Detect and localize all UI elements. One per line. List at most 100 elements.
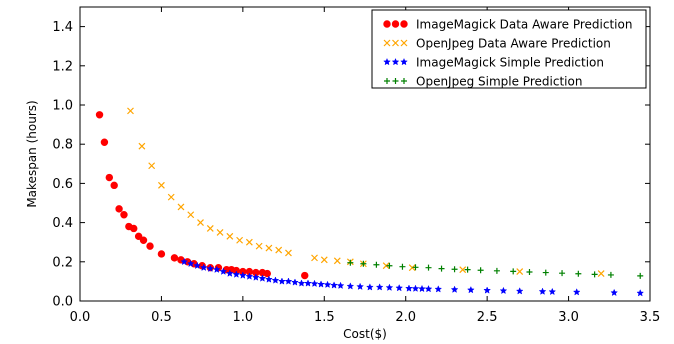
imagemagick-simple-prediction-point-3 [199,263,208,271]
legend-marker-openjpeg-simple-prediction-point-0 [384,78,390,84]
x-tick-label: 2.0 [395,310,416,325]
openjpeg-simple-prediction-point-5 [412,264,419,271]
imagemagick-data-aware-prediction-point-27 [301,271,309,280]
openjpeg-simple-prediction-point-13 [526,268,533,275]
imagemagick-simple-prediction-point-19 [304,279,312,287]
imagemagick-simple-prediction-point-0 [180,257,189,266]
legend-marker-imagemagick-data-aware-prediction-point-1 [391,20,400,28]
imagemagick-simple-prediction-point-2 [193,261,202,270]
plot-frame [79,6,651,302]
imagemagick-data-aware-prediction-point-10 [146,242,154,250]
imagemagick-simple-prediction-point-27 [366,283,374,291]
imagemagick-data-aware-prediction-point-8 [134,232,143,241]
imagemagick-data-aware-prediction-point-9 [139,236,148,244]
legend-item-openjpeg-data-aware-prediction: OpenJpeg Data Aware Prediction [383,37,611,51]
legend-marker-imagemagick-data-aware-prediction-point-0 [383,20,391,28]
imagemagick-data-aware-prediction-point-26 [263,269,271,278]
imagemagick-simple-prediction-point-12 [258,274,267,282]
openjpeg-data-aware-prediction-point-3 [158,181,165,189]
imagemagick-data-aware-prediction-point-3 [110,181,118,190]
openjpeg-simple-prediction-point-17 [591,271,598,278]
series-imagemagick-simple-prediction [180,257,645,297]
legend-box [371,9,647,89]
openjpeg-simple-prediction-point-7 [438,265,445,272]
legend-marker-imagemagick-simple-prediction-point-0 [383,57,391,66]
x-tick-label: 3.0 [558,310,579,325]
legend-marker-openjpeg-data-aware-prediction-point-1 [392,39,399,47]
x-tick-label: 2.5 [477,310,498,325]
imagemagick-data-aware-prediction-point-7 [130,224,138,233]
imagemagick-simple-prediction-point-44 [610,288,619,297]
imagemagick-simple-prediction-point-14 [271,276,280,284]
imagemagick-data-aware-prediction-point-5 [120,211,128,219]
imagemagick-simple-prediction-point-21 [317,280,325,288]
series-openjpeg-data-aware-prediction [127,107,605,277]
openjpeg-simple-prediction-point-6 [425,264,432,271]
imagemagick-simple-prediction-point-38 [483,286,492,294]
openjpeg-simple-prediction-point-19 [637,272,644,279]
openjpeg-data-aware-prediction-point-1 [138,142,146,150]
imagemagick-data-aware-prediction-point-11 [157,250,166,258]
imagemagick-simple-prediction-point-41 [538,287,547,295]
imagemagick-simple-prediction-point-26 [356,282,364,290]
y-tick-label: 0.0 [52,295,73,310]
openjpeg-data-aware-prediction-point-17 [311,254,318,262]
imagemagick-simple-prediction-point-15 [278,277,286,285]
openjpeg-data-aware-prediction-point-10 [226,232,234,240]
legend-item-openjpeg-simple-prediction: OpenJpeg Simple Prediction [384,75,582,89]
imagemagick-simple-prediction-point-36 [450,285,459,293]
x-tick-label: 1.5 [314,310,335,325]
imagemagick-simple-prediction-point-22 [323,280,332,289]
legend-marker-openjpeg-simple-prediction-point-2 [401,78,407,84]
openjpeg-data-aware-prediction-point-23 [408,264,416,272]
imagemagick-simple-prediction-point-10 [245,272,254,280]
legend-item-imagemagick-data-aware-prediction: ImageMagick Data Aware Prediction [383,18,632,32]
openjpeg-data-aware-prediction-point-25 [516,268,524,276]
imagemagick-simple-prediction-point-8 [232,270,241,278]
openjpeg-data-aware-prediction-point-5 [177,203,185,211]
imagemagick-simple-prediction-point-30 [395,283,404,292]
imagemagick-simple-prediction-point-40 [515,287,524,295]
openjpeg-simple-prediction-point-2 [373,261,380,268]
legend-marker-openjpeg-simple-prediction-point-1 [392,78,399,84]
openjpeg-data-aware-prediction-point-9 [216,228,224,236]
legend-marker-imagemagick-simple-prediction-point-2 [400,57,408,66]
y-tick-label: 1.0 [52,99,73,114]
openjpeg-data-aware-prediction-point-8 [206,225,214,232]
openjpeg-data-aware-prediction-point-22 [382,262,390,270]
imagemagick-simple-prediction-point-13 [265,275,273,283]
imagemagick-simple-prediction-point-28 [375,283,384,291]
openjpeg-data-aware-prediction-point-14 [265,244,273,252]
openjpeg-data-aware-prediction-point-19 [333,257,341,265]
legend: ImageMagick Data Aware Prediction OpenJpe… [371,9,647,89]
y-tick-label: 1.2 [52,59,73,74]
imagemagick-simple-prediction-point-39 [499,286,508,295]
legend-label: OpenJpeg Simple Prediction [416,75,582,89]
openjpeg-data-aware-prediction-point-24 [459,266,467,274]
y-axis-label: Makespan (hours) [25,100,39,207]
openjpeg-simple-prediction-point-9 [464,266,471,273]
imagemagick-simple-prediction-point-37 [466,285,475,294]
imagemagick-simple-prediction-point-31 [405,284,413,292]
y-tick-label: 0.2 [52,255,73,270]
imagemagick-simple-prediction-point-4 [206,264,215,272]
imagemagick-data-aware-prediction-point-12 [170,254,179,262]
plot-marks [95,107,645,297]
legend-marker-imagemagick-simple-prediction-point-1 [391,57,400,66]
y-tick-label: 1.4 [52,20,73,35]
imagemagick-simple-prediction-point-18 [297,279,306,287]
openjpeg-data-aware-prediction-point-6 [187,211,195,219]
legend-marker-imagemagick-data-aware-prediction-point-2 [400,20,408,28]
imagemagick-data-aware-prediction-point-1 [100,138,109,146]
openjpeg-data-aware-prediction-point-12 [245,238,253,246]
imagemagick-simple-prediction-point-5 [212,265,221,273]
y-tick-label: 0.4 [52,216,73,231]
x-tick-label: 0.5 [151,310,172,325]
legend-label: ImageMagick Simple Prediction [416,56,604,70]
openjpeg-data-aware-prediction-point-2 [148,162,156,170]
openjpeg-simple-prediction-point-18 [607,271,614,278]
legend-label: ImageMagick Data Aware Prediction [416,18,632,32]
imagemagick-simple-prediction-point-32 [411,284,420,292]
imagemagick-simple-prediction-point-11 [252,273,260,281]
